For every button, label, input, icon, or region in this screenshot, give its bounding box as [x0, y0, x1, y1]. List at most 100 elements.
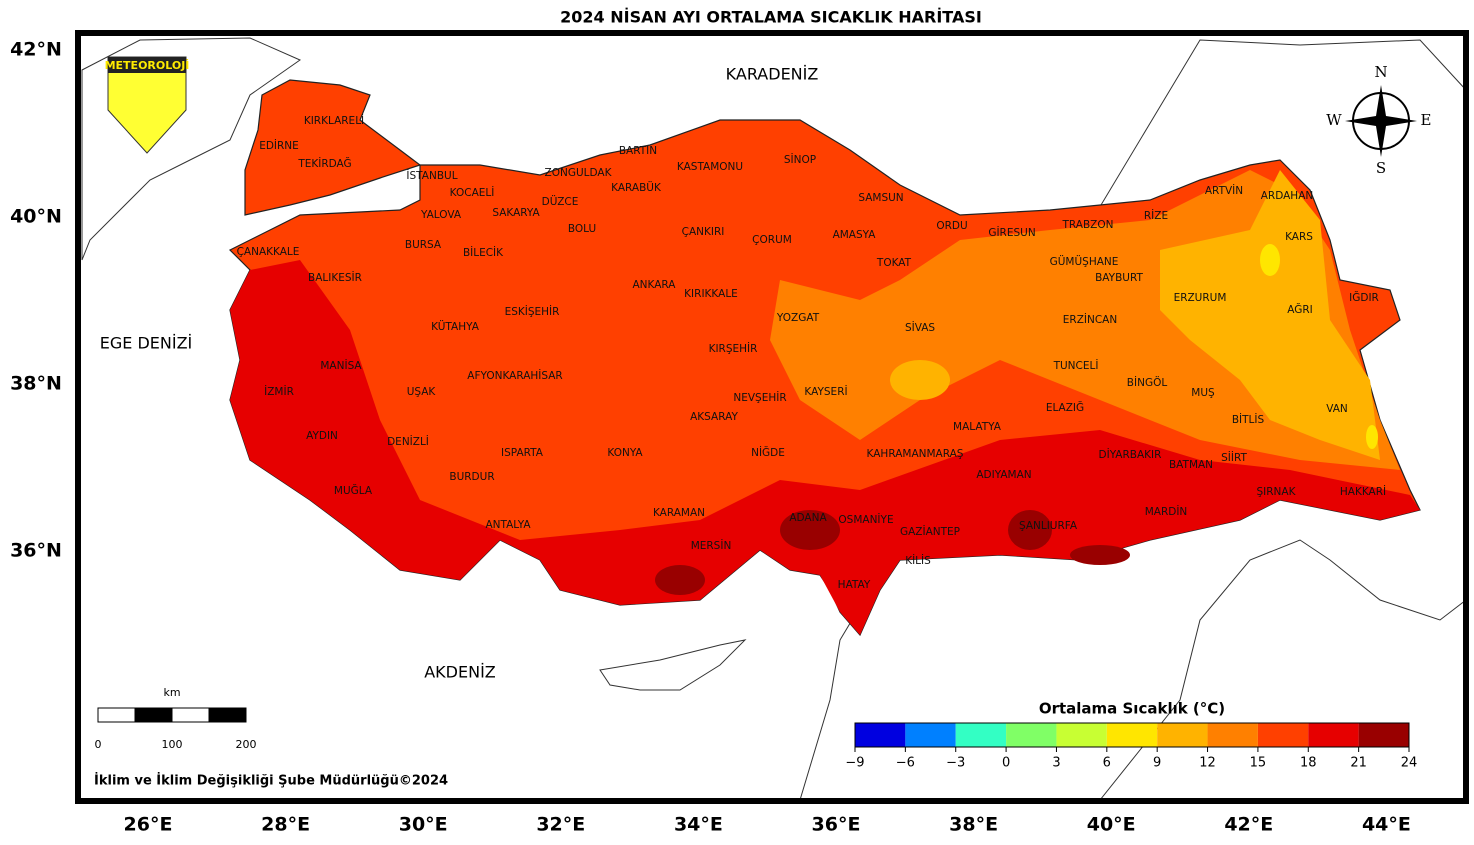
province-label: ANTALYA: [485, 519, 531, 531]
compass-n: N: [1374, 63, 1387, 81]
province-label: UŞAK: [407, 386, 437, 398]
province-label: KARAMAN: [653, 507, 705, 519]
logo-text: METEOROLOJİ: [105, 58, 190, 72]
province-label: BAYBURT: [1095, 272, 1143, 284]
lon-label: 26°E: [124, 814, 173, 836]
province-label: AMASYA: [833, 229, 877, 241]
colorbar-bin: [1056, 723, 1107, 747]
province-label: KARABÜK: [611, 181, 662, 194]
province-label: ORDU: [936, 220, 967, 232]
colorbar-tick-label: −9: [845, 756, 864, 771]
province-label: AĞRI: [1287, 303, 1313, 316]
colorbar-bin: [1257, 723, 1309, 747]
colorbar-tick-label: 24: [1401, 756, 1418, 771]
province-label: SİİRT: [1221, 451, 1247, 464]
province-label: ŞIRNAK: [1257, 486, 1297, 498]
province-label: İZMİR: [264, 385, 294, 398]
province-label: SAMSUN: [858, 192, 903, 204]
colorbar-bin: [855, 723, 906, 747]
colorbar-bin: [1106, 723, 1158, 747]
province-label: KIRKLARELİ: [304, 114, 364, 127]
colorbar-bin: [955, 723, 1007, 747]
lat-label: 38°N: [10, 373, 62, 395]
compass-e: E: [1421, 111, 1432, 129]
province-label: NEVŞEHİR: [733, 391, 786, 404]
lon-label: 38°E: [949, 814, 998, 836]
province-label: BALIKESİR: [308, 271, 362, 284]
province-label: BİLECİK: [463, 246, 504, 259]
province-label: İSTANBUL: [406, 169, 457, 182]
province-label: MERSİN: [691, 539, 732, 552]
province-label: KOCAELİ: [450, 186, 495, 199]
province-label: BOLU: [568, 223, 596, 235]
lon-label: 40°E: [1087, 814, 1136, 836]
province-label: ESKİŞEHİR: [505, 305, 560, 318]
province-label: DÜZCE: [542, 195, 579, 208]
province-label: AFYONKARAHİSAR: [467, 369, 562, 382]
compass-w: W: [1326, 111, 1342, 129]
province-label: ANKARA: [633, 279, 677, 291]
colorbar-tick-label: 0: [1002, 756, 1010, 771]
lon-label: 32°E: [536, 814, 585, 836]
province-label: ÇORUM: [752, 234, 792, 246]
province-label: MANİSA: [320, 359, 362, 372]
logo: METEOROLOJİ: [105, 56, 190, 154]
colorbar-tick-label: 6: [1103, 756, 1111, 771]
province-label: HAKKARİ: [1340, 485, 1386, 498]
province-label: ERZURUM: [1174, 292, 1227, 304]
province-label: ADANA: [789, 512, 827, 524]
lat-label: 36°N: [10, 540, 62, 562]
map-title: 2024 NİSAN AYI ORTALAMA SICAKLIK HARİTAS…: [560, 8, 982, 27]
province-label: AYDIN: [306, 430, 338, 442]
province-label: MUĞLA: [334, 484, 373, 497]
lon-label: 36°E: [812, 814, 861, 836]
scale-segment: [97, 707, 136, 723]
province-label: MUŞ: [1191, 387, 1215, 399]
province-label: DENİZLİ: [387, 435, 429, 448]
province-label: KASTAMONU: [677, 161, 743, 173]
scale-unit: km: [163, 686, 180, 699]
colorbar-bin: [1157, 723, 1208, 747]
colorbar-bin: [1207, 723, 1258, 747]
compass: N S E W: [1326, 63, 1431, 177]
lon-label: 44°E: [1362, 814, 1411, 836]
province-label: KARS: [1285, 231, 1313, 243]
province-label: SİVAS: [905, 321, 935, 334]
scale-segment: [134, 707, 173, 723]
province-label: KAYSERİ: [804, 385, 847, 398]
sea-label: AKDENİZ: [424, 663, 496, 682]
province-label: ARDAHAN: [1261, 190, 1314, 202]
compass-s: S: [1376, 159, 1386, 177]
scale-tick-label: 0: [95, 738, 102, 751]
province-label: KONYA: [607, 447, 643, 459]
province-label: KÜTAHYA: [431, 320, 480, 333]
province-label: MALATYA: [953, 421, 1002, 433]
province-label: YALOVA: [420, 209, 462, 221]
province-label: SAKARYA: [492, 207, 540, 219]
lat-label: 40°N: [10, 206, 62, 228]
sea-label: EGE DENİZİ: [100, 334, 193, 353]
province-label: TUNCELİ: [1053, 359, 1099, 372]
province-label: DİYARBAKIR: [1099, 448, 1162, 461]
province-label: TRABZON: [1062, 219, 1114, 231]
colorbar-bin: [1308, 723, 1359, 747]
colorbar-tick-label: −6: [896, 756, 915, 771]
colorbar-bin: [1358, 723, 1409, 747]
province-label: YOZGAT: [776, 312, 820, 324]
province-label: ARTVİN: [1205, 184, 1243, 197]
province-label: BURDUR: [449, 471, 494, 483]
lon-label: 42°E: [1224, 814, 1273, 836]
province-label: TEKİRDAĞ: [297, 157, 351, 170]
province-label: KIRŞEHİR: [709, 342, 758, 355]
province-label: GÜMÜŞHANE: [1050, 255, 1119, 268]
frame: [75, 30, 1469, 804]
province-label: MARDİN: [1145, 505, 1188, 518]
lon-label: 34°E: [674, 814, 723, 836]
scale-segment: [171, 707, 210, 723]
footer: İklim ve İklim Değişikliği Şube Müdürlüğ…: [94, 773, 448, 789]
scale-segment: [208, 707, 247, 723]
colorbar-tick-label: 15: [1250, 756, 1267, 771]
colorbar-bin: [905, 723, 956, 747]
province-label: KIRIKKALE: [684, 288, 738, 300]
province-label: AKSARAY: [690, 411, 738, 423]
